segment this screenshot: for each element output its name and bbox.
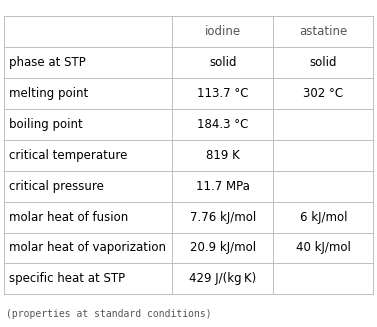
Text: solid: solid	[209, 56, 236, 69]
Text: 20.9 kJ/mol: 20.9 kJ/mol	[190, 241, 256, 254]
Text: 113.7 °C: 113.7 °C	[197, 87, 248, 100]
Text: melting point: melting point	[9, 87, 88, 100]
Text: 429 J/(kg K): 429 J/(kg K)	[189, 272, 256, 285]
Text: specific heat at STP: specific heat at STP	[9, 272, 125, 285]
Text: boiling point: boiling point	[9, 118, 83, 131]
Text: 11.7 MPa: 11.7 MPa	[196, 180, 250, 193]
Text: 40 kJ/mol: 40 kJ/mol	[296, 241, 351, 254]
Text: 302 °C: 302 °C	[303, 87, 343, 100]
Text: molar heat of fusion: molar heat of fusion	[9, 211, 128, 224]
Text: molar heat of vaporization: molar heat of vaporization	[9, 241, 166, 254]
Text: critical pressure: critical pressure	[9, 180, 104, 193]
Text: 6 kJ/mol: 6 kJ/mol	[300, 211, 347, 224]
Text: solid: solid	[310, 56, 337, 69]
Text: phase at STP: phase at STP	[9, 56, 86, 69]
Text: 184.3 °C: 184.3 °C	[197, 118, 248, 131]
Text: (properties at standard conditions): (properties at standard conditions)	[6, 309, 211, 319]
Text: iodine: iodine	[205, 25, 241, 38]
Text: critical temperature: critical temperature	[9, 149, 127, 162]
Text: 7.76 kJ/mol: 7.76 kJ/mol	[190, 211, 256, 224]
Text: 819 K: 819 K	[206, 149, 239, 162]
Text: astatine: astatine	[299, 25, 348, 38]
